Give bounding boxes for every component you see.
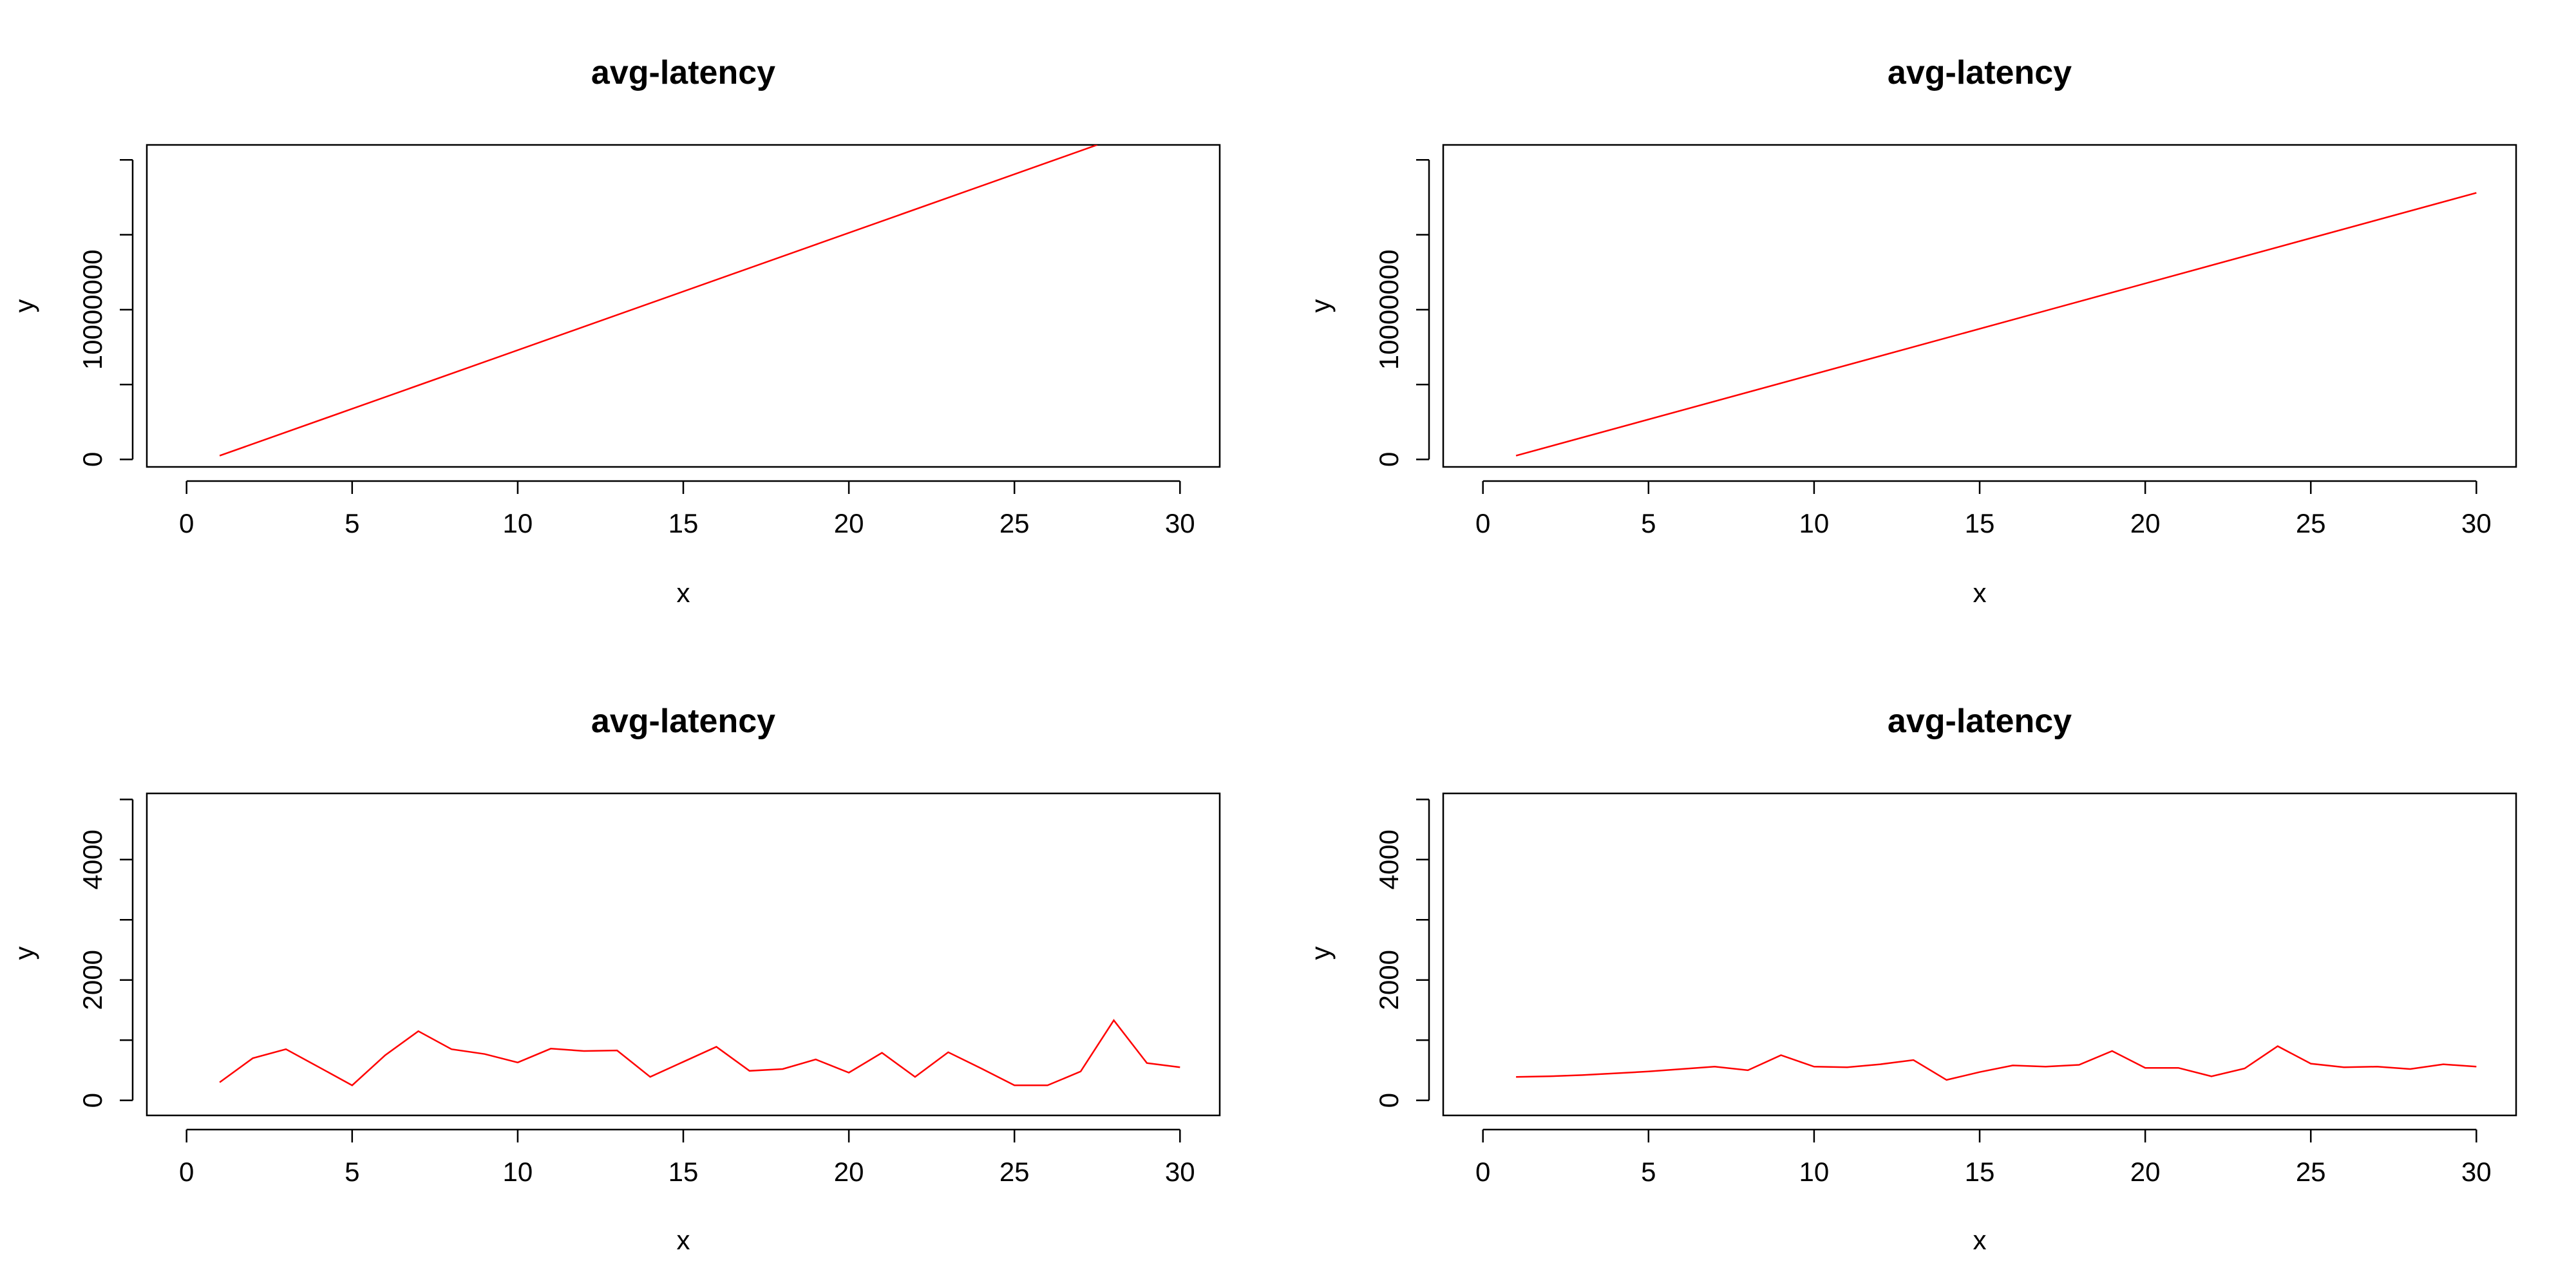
chart-2-plot-area: 0 5 10 15 20 25 30 0 10000000 <box>1374 144 2517 538</box>
chart-4-x-tick-label: 30 <box>2461 1157 2492 1187</box>
chart-4-y-tick-label: 2000 <box>1374 950 1404 1010</box>
chart-panel-2: avg-latency x y 0 5 10 15 20 25 30 0 10000000 <box>1305 54 2517 608</box>
chart-3-title: avg-latency <box>591 703 775 740</box>
chart-3-y-axis-label: y <box>9 947 39 960</box>
chart-3-y-tick-label: 0 <box>77 1093 108 1108</box>
chart-4-x-axis-label: x <box>1973 1225 1987 1255</box>
chart-1-x-tick-label: 30 <box>1165 508 1195 538</box>
chart-1-title: avg-latency <box>591 54 775 91</box>
chart-1-y-axis-label: y <box>9 299 39 313</box>
chart-1-x-axis-label: x <box>677 578 690 608</box>
chart-3-x-tick-label: 20 <box>834 1157 864 1187</box>
chart-panel-3: avg-latency x y 0 5 10 15 20 25 30 0 2000 4000 <box>9 703 1221 1255</box>
chart-3-x-tick-label: 15 <box>668 1157 699 1187</box>
chart-1-series-line <box>219 145 1098 457</box>
chart-4-y-tick-label: 4000 <box>1374 829 1404 889</box>
chart-3-y-tick-label: 2000 <box>77 950 108 1010</box>
chart-1-x-tick-label: 20 <box>834 508 864 538</box>
chart-1-x-tick-label: 10 <box>503 508 533 538</box>
chart-2-x-axis-label: x <box>1973 578 1987 608</box>
chart-2-y-axis-label: y <box>1305 299 1336 313</box>
chart-4-plot-frame <box>1442 792 2517 1117</box>
chart-4-plot-area: 0 5 10 15 20 25 30 0 2000 4000 <box>1374 792 2517 1187</box>
chart-2-x-tick-label: 10 <box>1799 508 1830 538</box>
chart-4-x-tick-label: 15 <box>1965 1157 1995 1187</box>
chart-4-x-tick-label: 5 <box>1641 1157 1656 1187</box>
chart-2-x-tick-label: 20 <box>2130 508 2161 538</box>
chart-3-x-tick-label: 25 <box>999 1157 1030 1187</box>
chart-3-y-tick-label: 4000 <box>77 829 108 889</box>
chart-panel-1: avg-latency x y 0 5 10 15 20 25 30 0 10000000 <box>9 54 1221 608</box>
chart-2-x-tick-label: 0 <box>1475 508 1490 538</box>
chart-2-y-tick-label: 0 <box>1374 452 1404 467</box>
chart-panel-4: avg-latency x y 0 5 10 15 20 25 30 0 2000 4000 <box>1305 703 2517 1255</box>
chart-2-y-tick-label: 10000000 <box>1374 249 1404 370</box>
chart-2-x-tick-label: 5 <box>1641 508 1656 538</box>
chart-4-x-tick-label: 0 <box>1475 1157 1490 1187</box>
chart-4-title: avg-latency <box>1888 703 2072 740</box>
chart-2-series-line <box>1515 192 2477 457</box>
chart-1-y-tick-label: 10000000 <box>77 249 108 370</box>
chart-3-x-axis-label: x <box>677 1225 690 1255</box>
chart-4-y-axis-label: y <box>1305 947 1336 960</box>
chart-4-x-tick-label: 10 <box>1799 1157 1830 1187</box>
chart-3-x-tick-label: 30 <box>1165 1157 1195 1187</box>
chart-1-x-tick-label: 15 <box>668 508 699 538</box>
chart-1-x-tick-label: 25 <box>999 508 1030 538</box>
chart-1-y-tick-label: 0 <box>77 452 108 467</box>
chart-2-x-tick-label: 25 <box>2296 508 2326 538</box>
chart-1-x-tick-label: 0 <box>179 508 194 538</box>
chart-3-plot-frame <box>146 792 1221 1117</box>
chart-3-x-tick-label: 0 <box>179 1157 194 1187</box>
chart-2-plot-frame <box>1442 144 2517 468</box>
chart-3-x-tick-label: 5 <box>345 1157 359 1187</box>
chart-1-x-tick-label: 5 <box>345 508 359 538</box>
chart-1-plot-frame <box>146 144 1221 468</box>
chart-3-x-tick-label: 10 <box>503 1157 533 1187</box>
chart-4-x-tick-label: 20 <box>2130 1157 2161 1187</box>
chart-4-y-tick-label: 0 <box>1374 1093 1404 1108</box>
chart-3-series-line <box>219 1019 1180 1086</box>
chart-1-plot-area: 0 5 10 15 20 25 30 0 10000000 <box>77 144 1221 538</box>
chart-2-title: avg-latency <box>1888 54 2072 91</box>
chart-4-x-tick-label: 25 <box>2296 1157 2326 1187</box>
chart-4-series-line <box>1516 1045 2477 1081</box>
chart-2-x-tick-label: 30 <box>2461 508 2492 538</box>
chart-2-x-tick-label: 15 <box>1965 508 1995 538</box>
chart-3-plot-area: 0 5 10 15 20 25 30 0 2000 4000 <box>77 792 1221 1187</box>
